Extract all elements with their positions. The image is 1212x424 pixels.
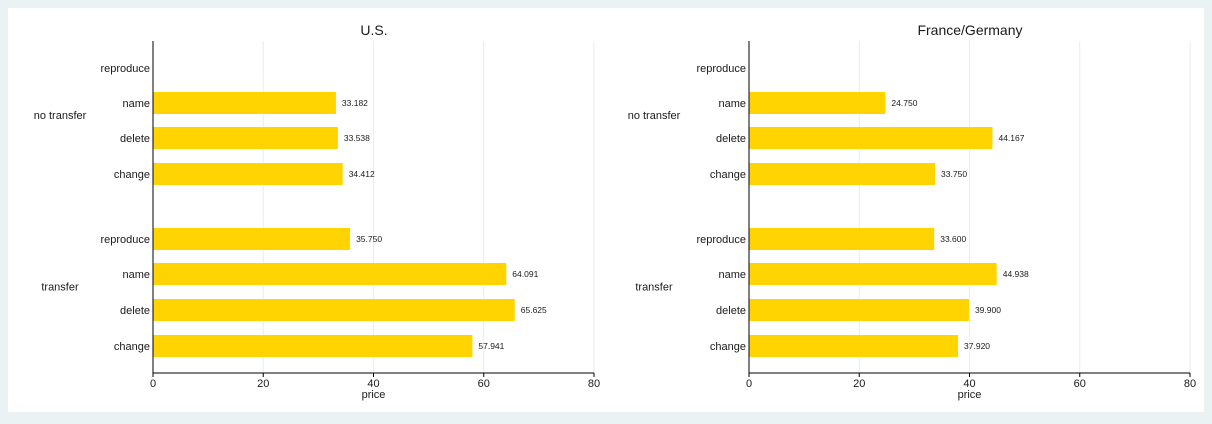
panel-title: U.S. [360,22,387,38]
category-label: name [718,98,746,110]
bar [749,263,997,285]
x-tick-label: 80 [588,378,600,390]
category-label: delete [716,133,746,145]
value-label: 64.091 [512,269,538,279]
category-label: delete [716,305,746,317]
group-label: transfer [635,282,673,294]
category-label: delete [120,133,150,145]
x-tick-label: 0 [746,378,752,390]
bar [749,163,935,185]
bar [153,92,336,114]
group-label: no transfer [34,110,87,122]
category-label: change [114,169,150,181]
value-label: 44.167 [998,133,1024,143]
value-label: 33.750 [941,169,967,179]
bar [749,92,885,114]
value-label: 65.625 [521,305,547,315]
category-label: name [718,269,746,281]
bar [749,127,992,149]
bar [749,299,969,321]
value-label: 39.900 [975,305,1001,315]
bar [153,127,338,149]
x-tick-label: 80 [1184,378,1196,390]
panel-title: France/Germany [917,22,1022,38]
category-label: delete [120,305,150,317]
category-label: change [114,341,150,353]
x-axis-title: price [958,389,982,401]
x-tick-label: 0 [150,378,156,390]
category-label: change [710,169,746,181]
x-tick-label: 60 [478,378,490,390]
value-label: 37.920 [964,341,990,351]
value-label: 33.538 [344,133,370,143]
category-label: reproduce [696,234,746,246]
panels: U.S. reproduce name 33.182 delete 33.538 chang… [8,8,1204,412]
value-label: 33.182 [342,98,368,108]
bar [153,228,350,250]
group-label: no transfer [628,110,681,122]
value-label: 35.750 [356,234,382,244]
x-tick-label: 20 [257,378,269,390]
bar [153,163,343,185]
bar [749,335,958,357]
value-label: 24.750 [891,98,917,108]
bar [749,228,934,250]
category-label: reproduce [696,63,746,75]
category-label: reproduce [100,63,150,75]
value-label: 44.938 [1003,269,1029,279]
category-label: name [122,98,150,110]
bar [153,263,506,285]
value-label: 57.941 [478,341,504,351]
bar [153,335,472,357]
x-axis-title: price [362,389,386,401]
x-tick-label: 60 [1074,378,1086,390]
value-label: 33.600 [940,234,966,244]
x-tick-label: 20 [853,378,865,390]
category-label: name [122,269,150,281]
category-label: reproduce [100,234,150,246]
group-label: transfer [41,282,79,294]
category-label: change [710,341,746,353]
bar [153,299,515,321]
value-label: 34.412 [349,169,375,179]
